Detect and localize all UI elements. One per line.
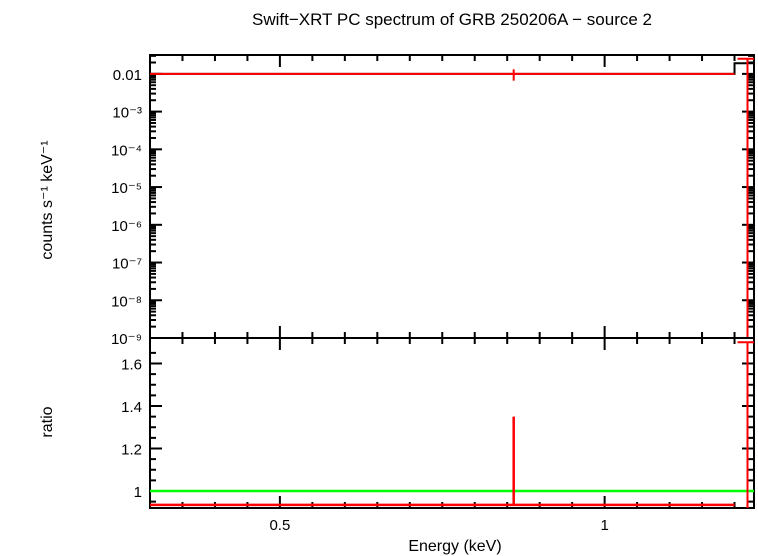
spectrum-y-tick-label: 10⁻⁸ (111, 293, 142, 310)
ratio-series (150, 341, 754, 508)
spectrum-y-tick-label: 10⁻⁴ (111, 142, 142, 159)
spectrum-y-tick-label: 10⁻⁵ (111, 180, 142, 197)
spectrum-y-tick-label: 0.01 (113, 67, 142, 84)
model-step-line (150, 62, 754, 75)
x-axis-label: Energy (keV) (408, 538, 501, 555)
spectrum-y-tick-label: 10⁻³ (112, 105, 142, 122)
ratio-panel-frame (149, 337, 755, 509)
spectrum-panel: 0.01 10⁻³ 10⁻⁴ 10⁻⁵ 10⁻⁶ 10⁻⁷ 10⁻⁸ 10⁻⁹ (111, 54, 755, 348)
x-tick-label: 0.5 (269, 517, 290, 534)
ratio-y-tick-label: 1.2 (121, 442, 142, 459)
ratio-ticks: 0.5 1 1 1.2 1.4 1.6 (121, 338, 754, 534)
spectrum-series (150, 57, 754, 338)
ratio-y-tick-label: 1 (134, 484, 142, 501)
chart-title: Swift−XRT PC spectrum of GRB 250206A − s… (252, 10, 652, 29)
x-tick-label: 1 (600, 517, 608, 534)
spectrum-y-tick-label: 10⁻⁷ (112, 256, 142, 273)
spectrum-ticks: 0.01 10⁻³ 10⁻⁴ 10⁻⁵ 10⁻⁶ 10⁻⁷ 10⁻⁸ 10⁻⁹ (111, 54, 754, 348)
spectrum-y-axis-label: counts s⁻¹ keV⁻¹ (39, 140, 56, 259)
ratio-panel: 0.5 1 1 1.2 1.4 1.6 (121, 337, 755, 534)
ratio-y-tick-label: 1.6 (121, 357, 142, 374)
spectrum-panel-frame (149, 54, 755, 339)
ratio-y-axis-label: ratio (39, 406, 56, 437)
ratio-y-tick-label: 1.4 (121, 399, 142, 416)
spectrum-y-tick-label: 10⁻⁶ (111, 218, 142, 235)
spectrum-y-tick-label: 10⁻⁹ (111, 331, 142, 348)
